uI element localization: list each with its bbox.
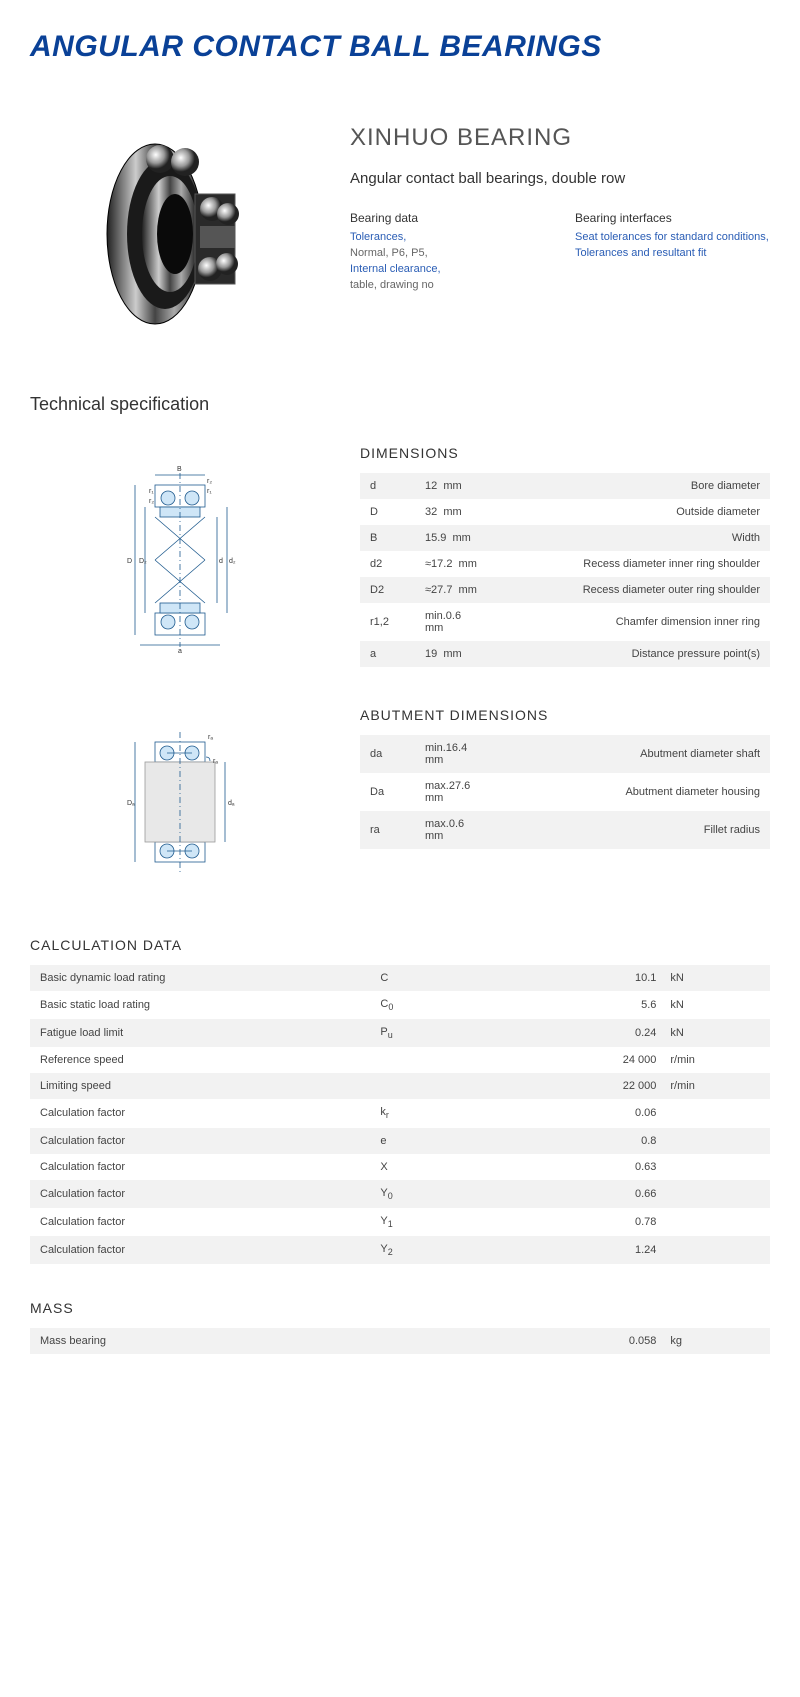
table-row: a19 mmDistance pressure point(s) <box>360 641 770 667</box>
abutment-diagram: Dₐ dₐ rₐ rₐ <box>30 707 340 877</box>
bearing-interfaces-heading: Bearing interfaces <box>575 211 770 225</box>
table-row: Limiting speed22 000r/min <box>30 1073 770 1099</box>
svg-text:r₁: r₁ <box>207 488 212 495</box>
dimensions-table: d12 mmBore diameterD32 mmOutside diamete… <box>360 473 770 667</box>
svg-text:rₐ: rₐ <box>213 758 218 765</box>
dimensions-title: DIMENSIONS <box>360 445 770 461</box>
dimensions-diagram: B D D₂ d d₂ a r₂ r₁ r₁ r₂ <box>30 445 340 667</box>
resultant-fit-link[interactable]: Tolerances and resultant fit <box>575 247 770 259</box>
table-row: Calculation factorkr0.06 <box>30 1099 770 1127</box>
table-row: d12 mmBore diameter <box>360 473 770 499</box>
svg-text:d₂: d₂ <box>229 558 236 565</box>
bearing-data-text1: Normal, P6, P5, <box>350 247 545 259</box>
svg-text:Dₐ: Dₐ <box>127 800 135 807</box>
product-image <box>30 124 320 334</box>
calculation-title: CALCULATION DATA <box>30 937 770 953</box>
svg-text:dₐ: dₐ <box>228 800 235 807</box>
svg-text:D: D <box>127 558 132 565</box>
table-row: Fatigue load limitPu0.24kN <box>30 1019 770 1047</box>
table-row: Calculation factore0.8 <box>30 1128 770 1154</box>
table-row: r1,2min.0.6mmChamfer dimension inner rin… <box>360 603 770 641</box>
bearing-interfaces-col: Bearing interfaces Seat tolerances for s… <box>575 211 770 295</box>
svg-text:rₐ: rₐ <box>208 734 213 741</box>
tolerances-link[interactable]: Tolerances, <box>350 231 545 243</box>
svg-text:r₁: r₁ <box>149 488 154 495</box>
table-row: Damax.27.6mmAbutment diameter housing <box>360 773 770 811</box>
table-row: D32 mmOutside diameter <box>360 499 770 525</box>
header-row: XINHUO BEARING Angular contact ball bear… <box>30 124 770 334</box>
svg-text:a: a <box>178 648 182 655</box>
svg-text:r₂: r₂ <box>207 478 212 485</box>
table-row: ramax.0.6mmFillet radius <box>360 811 770 849</box>
calculation-table: Basic dynamic load ratingC10.1kNBasic st… <box>30 965 770 1264</box>
table-row: Reference speed24 000r/min <box>30 1047 770 1073</box>
table-row: Calculation factorY00.66 <box>30 1180 770 1208</box>
table-row: Calculation factorX0.63 <box>30 1154 770 1180</box>
tech-spec-heading: Technical specification <box>30 394 770 415</box>
page-title: ANGULAR CONTACT BALL BEARINGS <box>30 30 770 64</box>
svg-text:d: d <box>219 558 223 565</box>
seat-tolerances-link[interactable]: Seat tolerances for standard conditions, <box>575 231 770 243</box>
table-row: Basic static load ratingC05.6kN <box>30 991 770 1019</box>
mass-title: MASS <box>30 1300 770 1316</box>
table-row: Calculation factorY10.78 <box>30 1208 770 1236</box>
svg-text:r₂: r₂ <box>149 498 154 505</box>
brand-name: XINHUO BEARING <box>350 124 770 152</box>
table-row: D2≈27.7 mmRecess diameter outer ring sho… <box>360 577 770 603</box>
product-subtitle: Angular contact ball bearings, double ro… <box>350 170 770 187</box>
table-row: B15.9 mmWidth <box>360 525 770 551</box>
svg-text:D₂: D₂ <box>139 558 147 565</box>
svg-text:B: B <box>177 466 182 473</box>
bearing-data-col: Bearing data Tolerances, Normal, P6, P5,… <box>350 211 545 295</box>
table-row: Mass bearing0.058kg <box>30 1328 770 1354</box>
abutment-title: ABUTMENT DIMENSIONS <box>360 707 770 723</box>
table-row: d2≈17.2 mmRecess diameter inner ring sho… <box>360 551 770 577</box>
clearance-link[interactable]: Internal clearance, <box>350 263 545 275</box>
table-row: damin.16.4mmAbutment diameter shaft <box>360 735 770 773</box>
mass-table: Mass bearing0.058kg <box>30 1328 770 1354</box>
table-row: Basic dynamic load ratingC10.1kN <box>30 965 770 991</box>
bearing-data-heading: Bearing data <box>350 211 545 225</box>
bearing-data-text2: table, drawing no <box>350 279 545 291</box>
table-row: Calculation factorY21.24 <box>30 1236 770 1264</box>
abutment-table: damin.16.4mmAbutment diameter shaftDamax… <box>360 735 770 849</box>
